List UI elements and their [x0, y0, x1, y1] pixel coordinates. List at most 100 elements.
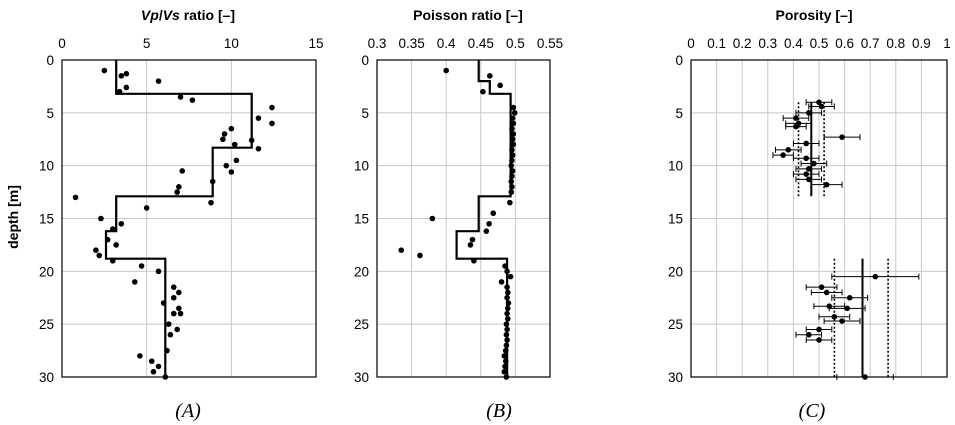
data-point [176, 305, 182, 312]
data-point [811, 160, 817, 167]
data-point [505, 300, 512, 306]
panel-label: (A) [175, 400, 201, 422]
x-tick-label: 0.35 [398, 36, 424, 51]
data-point [177, 94, 184, 100]
y-tick-label: 5 [361, 106, 369, 121]
data-point [176, 289, 182, 296]
axes-frame [376, 59, 551, 378]
panel-label: (B) [486, 400, 512, 422]
data-point [816, 337, 822, 343]
data-point [504, 337, 510, 343]
data-point [123, 84, 130, 91]
x-tick-label: 0.4 [784, 36, 803, 51]
data-point [816, 326, 822, 333]
data-point [429, 215, 436, 222]
data-point [480, 88, 486, 95]
data-point [805, 110, 812, 116]
y-axis-label: depth [m] [5, 185, 21, 249]
data-point [486, 220, 492, 227]
y-tick-label: 30 [354, 370, 369, 385]
y-tick-label: 20 [668, 264, 683, 279]
x-tick-label: 1 [943, 36, 951, 51]
data-point [118, 220, 125, 227]
data-point [507, 273, 514, 280]
x-tick-label: 15 [308, 36, 323, 51]
data-point [504, 310, 510, 317]
x-tick-label: 5 [143, 36, 151, 51]
data-point [839, 318, 845, 324]
data-point [502, 263, 508, 269]
y-tick-label: 25 [668, 317, 683, 332]
y-tick-label: 15 [354, 212, 369, 227]
panel-c-title: Porosity [–] [775, 7, 852, 23]
data-point [255, 145, 262, 152]
data-point [490, 210, 497, 217]
x-tick-label: 0.3 [758, 36, 777, 51]
title-part: ratio [–] [180, 7, 235, 23]
data-point [872, 273, 879, 280]
data-point [818, 284, 825, 290]
data-point [113, 242, 119, 248]
x-tick-label: 0 [687, 36, 695, 51]
y-tick-label: 5 [675, 106, 683, 121]
x-tick-label: 0.55 [537, 36, 563, 51]
data-point [471, 257, 477, 264]
title-part: Vs [163, 7, 180, 23]
data-point [503, 321, 510, 327]
data-point [504, 294, 510, 301]
x-tick-label: 0.5 [810, 36, 829, 51]
title-part: / [159, 7, 163, 23]
data-point [467, 242, 474, 248]
data-point [509, 125, 515, 132]
data-point [269, 120, 275, 127]
data-point [509, 147, 515, 153]
y-tick-label: 25 [39, 317, 54, 332]
data-point [503, 342, 510, 349]
data-point [502, 347, 509, 354]
data-point [170, 284, 177, 290]
data-point [504, 268, 510, 275]
data-point [138, 263, 145, 269]
x-tick-label: 0.8 [886, 36, 905, 51]
data-point [816, 99, 822, 106]
axes-frame [61, 59, 317, 378]
data-point [98, 215, 104, 222]
data-point [504, 289, 511, 296]
data-point [793, 123, 799, 130]
data-point [231, 141, 238, 148]
data-point [510, 131, 517, 137]
data-point [174, 326, 180, 333]
data-point [823, 289, 830, 296]
data-point [785, 147, 792, 153]
data-point [839, 134, 845, 140]
data-point [509, 168, 516, 174]
data-point [504, 316, 511, 322]
data-point [179, 168, 186, 174]
data-point [510, 104, 517, 111]
data-point [176, 184, 182, 190]
x-tick-label: 0 [58, 36, 66, 51]
data-point [483, 228, 490, 234]
data-point [504, 326, 510, 333]
data-point [501, 368, 508, 375]
data-point [509, 173, 515, 180]
data-point [228, 169, 235, 175]
step-profile-line [104, 60, 253, 377]
data-point [502, 363, 508, 370]
data-point [116, 88, 123, 95]
data-point [509, 157, 515, 164]
data-point [443, 67, 450, 74]
panel-c: Porosity [–] (C) 0 0.1 0.2 0.3 0.4 0.5 0.6 0.7 0… [668, 7, 951, 422]
data-point [805, 166, 812, 172]
y-tick-label: 10 [39, 159, 54, 174]
y-tick-label: 15 [39, 212, 54, 227]
data-point [164, 347, 170, 354]
data-point [803, 171, 809, 177]
data-point [793, 115, 799, 121]
data-point [174, 189, 180, 195]
data-point [143, 205, 150, 211]
y-tick-label: 30 [39, 370, 54, 385]
data-point [803, 155, 809, 162]
data-point [255, 115, 262, 121]
